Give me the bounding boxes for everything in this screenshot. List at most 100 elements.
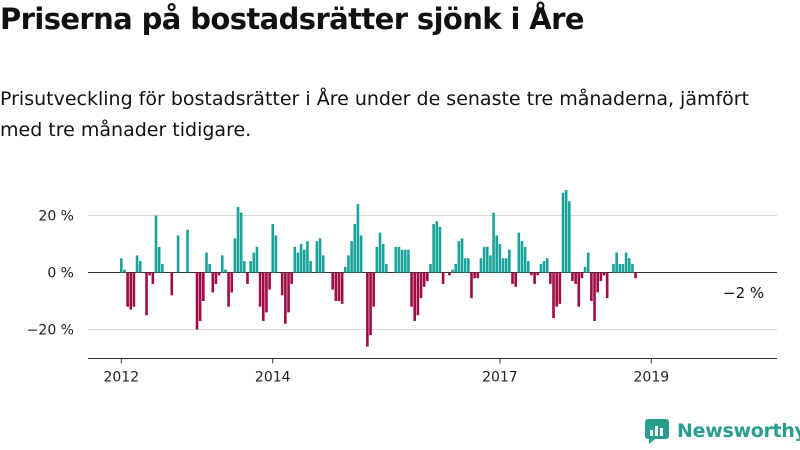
bar (536, 272, 540, 276)
bar (542, 261, 546, 273)
bar (318, 238, 322, 273)
bar (129, 272, 133, 310)
bar (467, 258, 470, 273)
bar (403, 249, 407, 273)
bar (198, 272, 202, 321)
bar (489, 255, 492, 273)
bar (476, 272, 480, 279)
bar (284, 272, 287, 324)
bar (552, 272, 555, 319)
bar (577, 272, 581, 307)
bar (236, 206, 240, 273)
bar (344, 266, 347, 273)
x-tick-label: 2017 (482, 370, 518, 386)
bar (492, 212, 495, 273)
bar (545, 258, 549, 273)
bar (612, 263, 615, 273)
bar (214, 272, 218, 284)
bar (511, 272, 514, 284)
bar (211, 272, 215, 293)
bar (299, 244, 303, 273)
bar (599, 272, 603, 282)
bar (230, 272, 234, 293)
bar (448, 272, 451, 276)
bar (220, 255, 224, 273)
bar (340, 272, 344, 304)
bar (583, 266, 587, 273)
bar (422, 272, 426, 287)
bar (394, 246, 398, 273)
bar (400, 249, 404, 273)
bar (347, 255, 350, 273)
bar (138, 261, 142, 273)
bar (441, 272, 445, 284)
bar (429, 263, 432, 273)
bar (410, 272, 413, 307)
bar (350, 241, 353, 273)
bar (154, 215, 158, 273)
bar (265, 272, 268, 313)
bar (381, 244, 385, 273)
bar (454, 263, 458, 273)
bar (261, 272, 265, 321)
bar (369, 272, 372, 336)
bar (385, 263, 388, 273)
bar (568, 201, 571, 273)
bar (460, 238, 464, 273)
newsworthy-logo[interactable]: Newsworthy (644, 418, 800, 444)
bar (432, 224, 435, 273)
bar (539, 263, 543, 273)
bar (366, 272, 369, 347)
bar (176, 235, 180, 273)
latest-value-label: −2 % (723, 284, 764, 302)
y-tick-label: −20 % (27, 323, 74, 339)
bar (287, 272, 290, 313)
bar (255, 246, 259, 273)
bar (438, 226, 442, 273)
bar (495, 235, 499, 273)
bar (530, 272, 533, 276)
bar (571, 272, 574, 282)
bar (561, 192, 565, 273)
bar (271, 224, 275, 273)
bar (331, 272, 334, 290)
y-tick-label: 20 % (38, 209, 74, 225)
bar (243, 261, 246, 273)
bar (337, 272, 341, 301)
bar (397, 246, 401, 273)
bar (161, 263, 164, 273)
bar (356, 204, 360, 273)
bar (596, 272, 599, 293)
bar (309, 261, 312, 273)
bar (353, 224, 357, 273)
bar (574, 272, 577, 284)
bars (120, 190, 637, 347)
bar (618, 263, 622, 273)
bar (533, 272, 536, 284)
bar (195, 272, 199, 330)
chart-title: Priserna på bostadsrätter sjönk i Åre (0, 2, 585, 36)
bar (258, 272, 262, 307)
bar (498, 244, 502, 273)
bar (621, 263, 625, 273)
bar (508, 249, 511, 273)
bar (485, 246, 489, 273)
bar (407, 249, 410, 273)
bar (306, 241, 309, 273)
bar (605, 272, 609, 299)
x-axis: 201220142017201920222024 (103, 358, 669, 386)
x-tick-label: 2012 (103, 370, 139, 386)
bar (419, 272, 423, 299)
bar (126, 272, 129, 307)
bar (631, 263, 634, 273)
bar (224, 269, 227, 273)
bar (132, 272, 136, 307)
bar (359, 235, 363, 273)
bar (186, 229, 189, 273)
bar (470, 272, 473, 299)
bar (586, 252, 590, 273)
bar (274, 235, 278, 273)
bar (302, 249, 306, 273)
bar (634, 272, 637, 279)
bar (413, 272, 417, 321)
